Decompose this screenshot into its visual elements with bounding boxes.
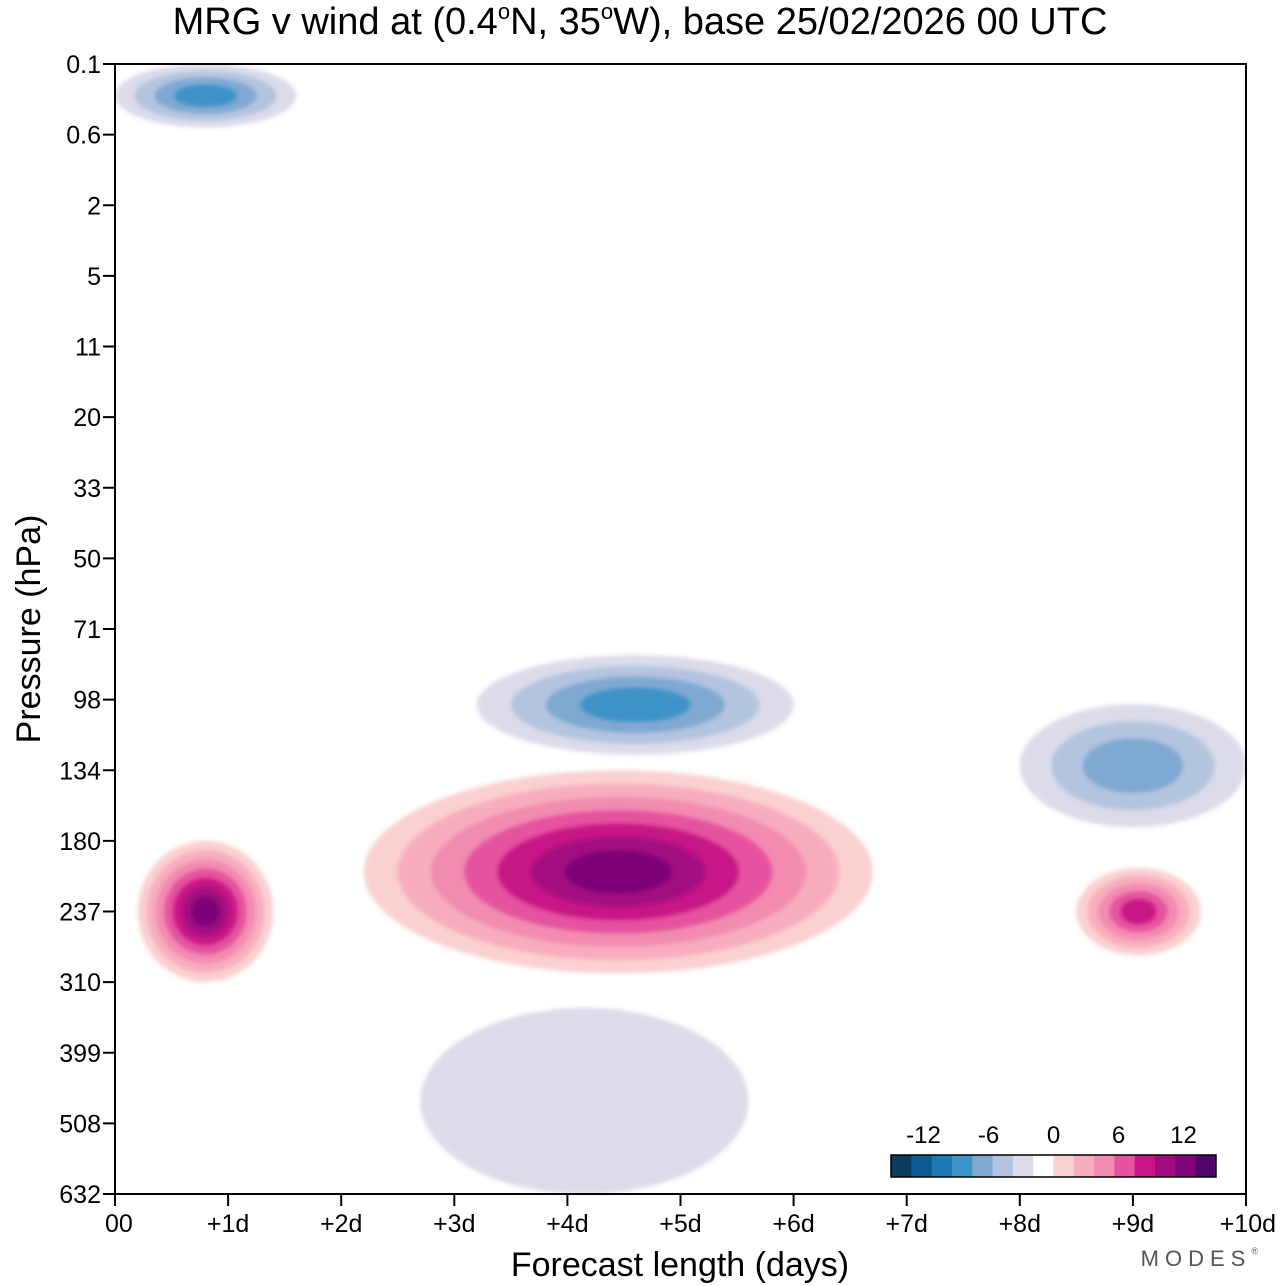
brand-mark: ® xyxy=(1251,1246,1258,1256)
contour-level xyxy=(191,896,220,927)
title-suffix: W), base 25/02/2026 00 UTC xyxy=(613,1,1108,43)
x-tick-label: 00 xyxy=(105,1210,133,1238)
y-tick-label: 310 xyxy=(59,969,101,997)
chart-title: MRG v wind at (0.4oN, 35oW), base 25/02/… xyxy=(0,0,1280,44)
modes-brand: MODES® xyxy=(1141,1246,1258,1272)
x-tick-label: +1d xyxy=(207,1210,249,1238)
colorbar-swatch xyxy=(911,1155,933,1177)
x-tick-label: +6d xyxy=(772,1210,814,1238)
colorbar-swatch xyxy=(1134,1155,1156,1177)
colorbar-swatch xyxy=(1012,1155,1034,1177)
y-tick-label: 50 xyxy=(73,545,101,573)
contour-level xyxy=(564,850,672,894)
colorbar-swatch xyxy=(1114,1155,1136,1177)
y-tick-label: 0.1 xyxy=(66,51,101,79)
colorbar-swatch xyxy=(1033,1155,1054,1177)
colorbar-swatch xyxy=(891,1155,912,1177)
y-axis: 0.1 0.6 2 5 11 20 33 50 71 98 134 180 237 310 399 508 63… xyxy=(59,51,115,1209)
colorbar-swatch xyxy=(951,1155,973,1177)
colorbar-swatch xyxy=(1155,1155,1176,1177)
contour-level xyxy=(420,1007,749,1194)
x-tick-label: +9d xyxy=(1112,1210,1154,1238)
y-tick-label: 11 xyxy=(75,334,101,362)
title-mid: N, 35 xyxy=(510,1,601,43)
y-axis-title: Pressure (hPa) xyxy=(10,515,48,744)
x-tick-label: +7d xyxy=(885,1210,927,1238)
y-tick-label: 98 xyxy=(73,687,101,715)
colorbar: -12 -6 0 6 12 xyxy=(890,1122,1217,1178)
y-tick-label: 33 xyxy=(73,475,101,503)
colorbar-label: 0 xyxy=(1047,1122,1060,1149)
x-axis: 00 +1d +2d +3d +4d +5d +6d +7d +8d +9d +10d xyxy=(105,1194,1276,1238)
y-tick-label: 71 xyxy=(73,616,101,644)
y-tick-label: 2 xyxy=(87,192,101,220)
y-tick-label: 0.6 xyxy=(66,122,101,150)
x-tick-label: +3d xyxy=(433,1210,475,1238)
title-degree-lon: o xyxy=(600,0,614,24)
y-tick-label: 632 xyxy=(59,1181,101,1209)
y-tick-label: 399 xyxy=(59,1040,101,1068)
colorbar-swatch xyxy=(1094,1155,1115,1177)
x-axis-title: Forecast length (days) xyxy=(511,1246,849,1284)
colorbar-border xyxy=(890,1154,1217,1178)
x-tick-label: +4d xyxy=(546,1210,588,1238)
colorbar-swatch xyxy=(1053,1155,1075,1177)
y-tick-label: 5 xyxy=(87,263,101,291)
plot-border xyxy=(114,63,1247,1195)
title-prefix: MRG v wind at (0.4 xyxy=(172,1,498,43)
y-tick-label: 237 xyxy=(59,899,101,927)
y-tick-label: 180 xyxy=(59,828,101,856)
x-tick-label: +2d xyxy=(320,1210,362,1238)
contour-level xyxy=(1120,899,1157,925)
wind-field xyxy=(115,64,1246,1194)
colorbar-swatch xyxy=(931,1155,953,1177)
brand-name: MODES xyxy=(1140,1246,1252,1271)
x-tick-label: +10d xyxy=(1220,1210,1276,1238)
colorbar-swatch xyxy=(1073,1155,1095,1177)
y-tick-label: 20 xyxy=(73,404,101,432)
colorbar-swatch xyxy=(1195,1155,1217,1177)
colorbar-label: -6 xyxy=(978,1122,999,1149)
y-tick-label: 134 xyxy=(59,757,101,785)
x-tick-label: +5d xyxy=(659,1210,701,1238)
colorbar-label: 6 xyxy=(1112,1122,1125,1149)
y-tick-label: 508 xyxy=(59,1110,101,1138)
title-degree-lat: o xyxy=(497,0,511,24)
x-tick-label: +8d xyxy=(999,1210,1041,1238)
colorbar-label: -12 xyxy=(906,1122,941,1149)
contour-level xyxy=(1082,738,1184,794)
colorbar-swatch xyxy=(1175,1155,1197,1177)
colorbar-swatch xyxy=(972,1155,994,1177)
colorbar-swatch xyxy=(992,1155,1014,1177)
contour-level xyxy=(580,687,691,723)
colorbar-label: 12 xyxy=(1170,1122,1197,1149)
plot-frame xyxy=(114,63,1247,1195)
contour-level xyxy=(174,84,237,107)
